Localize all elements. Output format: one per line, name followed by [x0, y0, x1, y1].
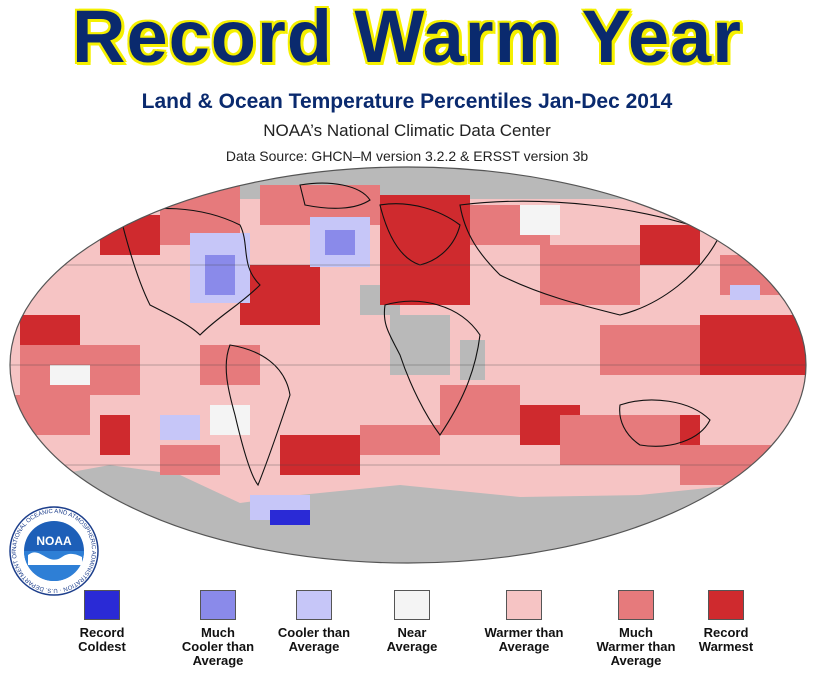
- data-source-line: Data Source: GHCN–M version 3.2.2 & ERSS…: [225, 148, 589, 164]
- legend-label: Much Cooler than Average: [181, 625, 255, 668]
- legend-swatch: [394, 590, 430, 620]
- map-subtitle: Land & Ocean Temperature Percentiles Jan…: [141, 90, 673, 113]
- legend-swatch: [618, 590, 654, 620]
- legend-label: Warmer than Average: [484, 625, 564, 654]
- noaa-logo-text: NOAA: [36, 534, 72, 548]
- map-border: [9, 166, 807, 564]
- legend-item: Warmer than Average: [464, 588, 584, 654]
- legend-item: Record Coldest: [42, 588, 162, 654]
- north-america-outline: [119, 207, 261, 336]
- legend: Record Coldest Much Cooler than Average Co…: [0, 588, 814, 674]
- africa-missing-region: [390, 315, 450, 375]
- temperature-percentile-map: [9, 166, 807, 564]
- legend-swatch: [506, 590, 542, 620]
- europe-record-warm: [380, 195, 470, 305]
- legend-label: Record Warmest: [698, 625, 754, 654]
- africa-outline: [383, 300, 481, 436]
- legend-swatch: [708, 590, 744, 620]
- legend-label: Cooler than Average: [277, 625, 351, 654]
- legend-swatch: [296, 590, 332, 620]
- legend-item: Near Average: [352, 588, 472, 654]
- legend-item: Cooler than Average: [254, 588, 374, 654]
- australia-outline: [619, 399, 711, 447]
- asia-outline: [459, 200, 721, 316]
- legend-item: Much Cooler than Average: [158, 588, 278, 668]
- headline: Record Warm Year: [72, 0, 742, 78]
- legend-label: Much Warmer than Average: [596, 625, 676, 668]
- legend-label: Near Average: [386, 625, 438, 654]
- greenland-outline: [299, 182, 371, 209]
- legend-swatch: [84, 590, 120, 620]
- south-america-outline: [225, 344, 291, 487]
- legend-item: Record Warmest: [666, 588, 786, 654]
- arctic-missing-region: [10, 167, 806, 199]
- noaa-logo: NOAA NATIONAL OCEANIC AND ATMOSPHERIC AD…: [6, 501, 100, 597]
- legend-item: Much Warmer than Average: [576, 588, 696, 668]
- legend-label: Record Coldest: [78, 625, 126, 654]
- world-map: [0, 165, 814, 585]
- legend-swatch: [200, 590, 236, 620]
- europe-outline: [379, 203, 461, 266]
- organization-line: NOAA’s National Climatic Data Center: [263, 121, 551, 140]
